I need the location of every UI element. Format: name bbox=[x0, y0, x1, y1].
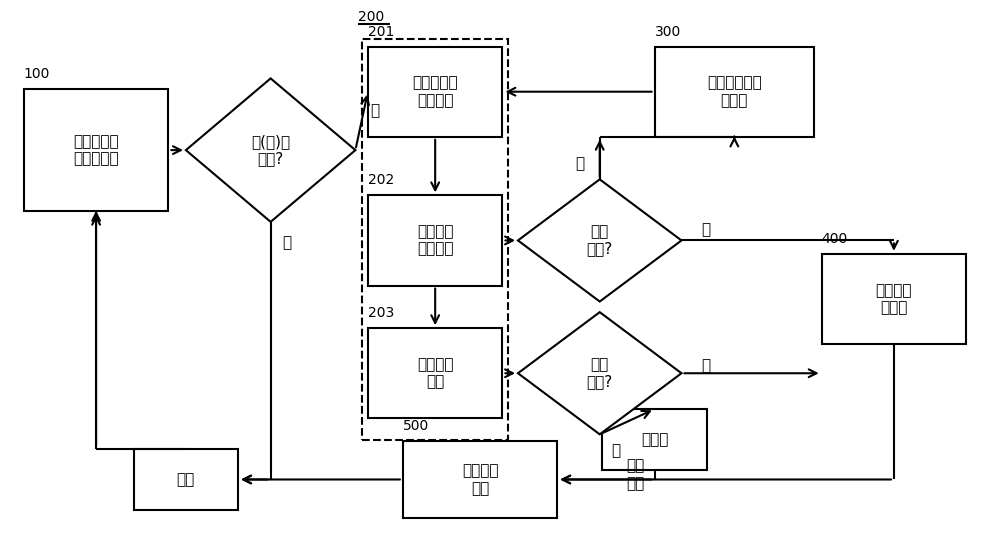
Polygon shape bbox=[186, 78, 355, 222]
FancyBboxPatch shape bbox=[403, 441, 557, 518]
Text: 飞行员: 飞行员 bbox=[641, 432, 668, 447]
Text: 是: 是 bbox=[370, 103, 379, 118]
FancyBboxPatch shape bbox=[368, 46, 502, 137]
Text: 否: 否 bbox=[576, 156, 585, 171]
Text: 否: 否 bbox=[283, 235, 292, 250]
Text: 复飞判断
单元: 复飞判断 单元 bbox=[417, 357, 453, 389]
Text: 100: 100 bbox=[24, 67, 50, 81]
Text: 控制协调
系统: 控制协调 系统 bbox=[462, 464, 498, 496]
Text: 400: 400 bbox=[822, 232, 848, 246]
Polygon shape bbox=[518, 312, 681, 434]
FancyBboxPatch shape bbox=[602, 409, 707, 470]
Text: 200: 200 bbox=[358, 10, 385, 23]
Text: 飞机: 飞机 bbox=[177, 472, 195, 487]
FancyBboxPatch shape bbox=[655, 46, 814, 137]
Text: 是否
接管?: 是否 接管? bbox=[587, 224, 613, 257]
Text: 203: 203 bbox=[368, 306, 394, 320]
Text: 是否
复飞?: 是否 复飞? bbox=[587, 357, 613, 389]
Text: 自主控制
子系统: 自主控制 子系统 bbox=[876, 282, 912, 315]
Polygon shape bbox=[518, 179, 681, 302]
Text: 500: 500 bbox=[403, 419, 429, 433]
FancyBboxPatch shape bbox=[134, 449, 238, 510]
Text: 辅助补偿控制
子系统: 辅助补偿控制 子系统 bbox=[707, 75, 762, 108]
Text: 是: 是 bbox=[701, 222, 711, 237]
FancyBboxPatch shape bbox=[822, 254, 966, 344]
Text: 进近接管
判断单元: 进近接管 判断单元 bbox=[417, 224, 453, 257]
Text: 是: 是 bbox=[612, 443, 621, 458]
Text: 舵面
指令: 舵面 指令 bbox=[626, 459, 645, 491]
Text: 201: 201 bbox=[368, 25, 394, 38]
FancyBboxPatch shape bbox=[368, 328, 502, 419]
Text: 飞行员行为
监测单元: 飞行员行为 监测单元 bbox=[412, 75, 458, 108]
FancyBboxPatch shape bbox=[368, 195, 502, 286]
Text: 左(右)发
失效?: 左(右)发 失效? bbox=[251, 134, 290, 166]
Text: 202: 202 bbox=[368, 174, 394, 187]
Text: 否: 否 bbox=[701, 358, 711, 373]
Text: 不对称推力
识别子系统: 不对称推力 识别子系统 bbox=[73, 134, 119, 166]
Text: 300: 300 bbox=[655, 25, 681, 38]
FancyBboxPatch shape bbox=[24, 89, 168, 211]
